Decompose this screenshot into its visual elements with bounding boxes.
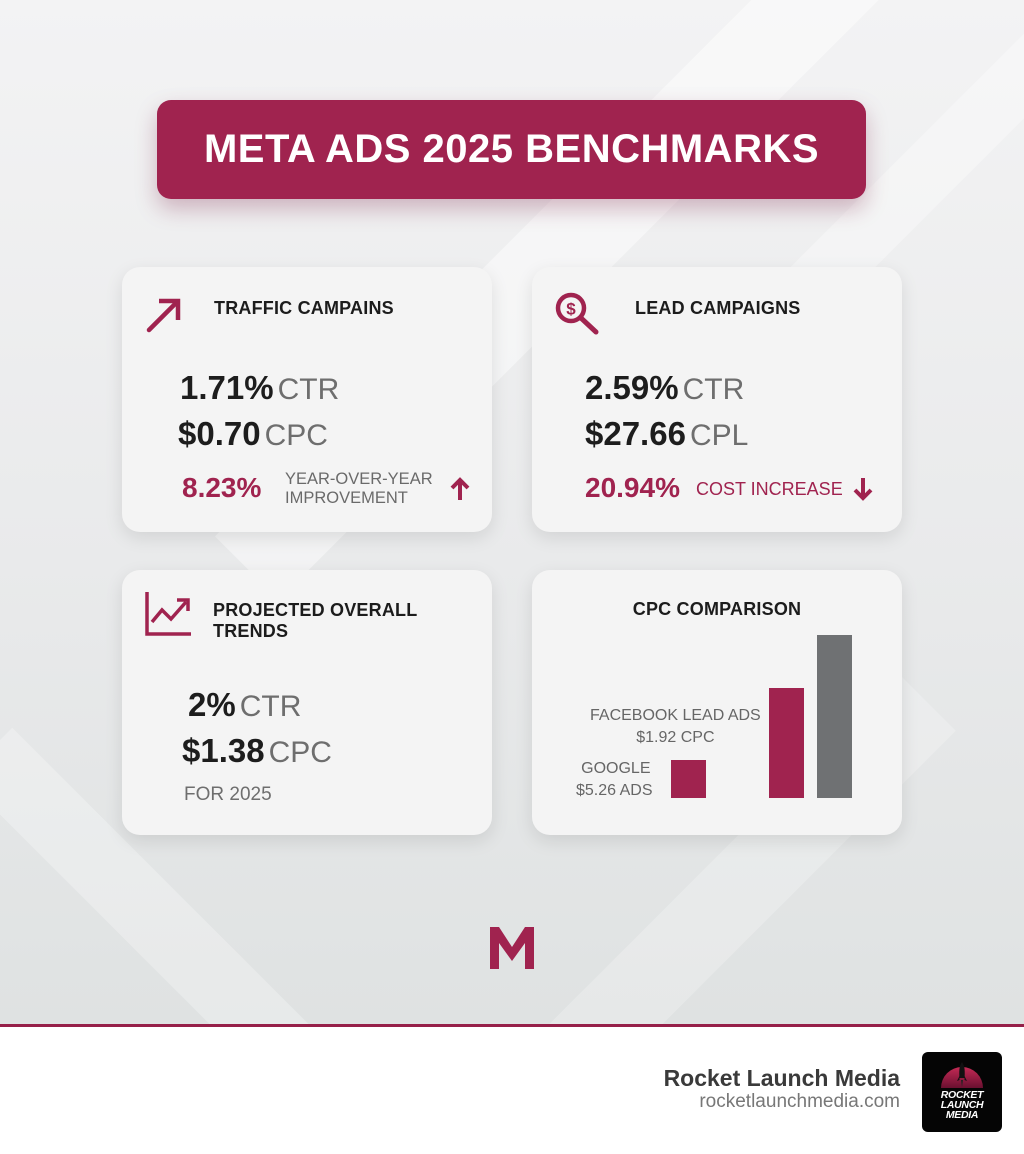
- rocket-icon: [941, 1062, 983, 1088]
- bar-facebook: [769, 688, 804, 798]
- arrow-up-right-icon: [146, 298, 181, 333]
- svg-text:$: $: [566, 300, 576, 319]
- yoy-change-label: YEAR-OVER-YEAR IMPROVEMENT: [285, 470, 433, 507]
- bar-google: [671, 760, 706, 798]
- footer-divider: [0, 1024, 1024, 1027]
- page-title: META ADS 2025 BENCHMARKS: [203, 127, 820, 171]
- ctr-metric: 2.59% CTR: [585, 369, 745, 406]
- yoy-change-value: 8.23%: [182, 472, 262, 503]
- lead-campaigns-card: $ LEAD CAMPAIGNS 2.59% CTR $27.66 CPL 20.9…: [532, 267, 902, 532]
- footer: Rocket Launch Media rocketlaunchmedia.co…: [0, 1027, 1024, 1154]
- cpc-comparison-card: CPC COMPARISON FACEBOOK LEAD ADS $1.92 C…: [532, 570, 902, 835]
- google-label: GOOGLE $5.26 ADS: [576, 760, 653, 799]
- card-title: PROJECTED OVERALL TRENDS: [213, 600, 418, 641]
- card-title: CPC COMPARISON: [632, 599, 802, 619]
- ctr-metric: 2% CTR: [188, 686, 302, 723]
- brand-name: Rocket Launch Media: [663, 1065, 900, 1091]
- meta-m-logo-icon: [490, 927, 534, 969]
- dollar-magnifier-icon: $: [555, 292, 599, 335]
- card-title: TRAFFIC CAMPAINS: [214, 298, 394, 318]
- traffic-campaigns-card: TRAFFIC CAMPAINS 1.71% CTR $0.70 CPC 8.23%…: [122, 267, 492, 532]
- projection-note: FOR 2025: [184, 784, 272, 805]
- brand-logo: ROCKET LAUNCH MEDIA: [922, 1052, 1002, 1132]
- arrow-down-icon: [853, 478, 873, 501]
- brand-url[interactable]: rocketlaunchmedia.com: [699, 1091, 900, 1112]
- arrow-up-icon: [450, 477, 470, 500]
- cpl-metric: $27.66 CPL: [585, 415, 749, 452]
- projected-trends-card: PROJECTED OVERALL TRENDS 2% CTR $1.38 CPC …: [122, 570, 492, 835]
- logo-text: ROCKET LAUNCH MEDIA: [940, 1089, 984, 1121]
- card-title: LEAD CAMPAIGNS: [635, 298, 801, 318]
- cpc-metric: $1.38 CPC: [182, 732, 332, 769]
- cpc-metric: $0.70 CPC: [178, 415, 328, 452]
- title-banner: META ADS 2025 BENCHMARKS: [157, 100, 866, 199]
- trend-chart-icon: [145, 592, 191, 636]
- ctr-metric: 1.71% CTR: [180, 369, 340, 406]
- cost-change-value: 20.94%: [585, 472, 680, 503]
- cost-change-label: COST INCREASE: [696, 479, 843, 499]
- facebook-label: FACEBOOK LEAD ADS $1.92 CPC: [590, 707, 761, 746]
- bar-other: [817, 635, 852, 798]
